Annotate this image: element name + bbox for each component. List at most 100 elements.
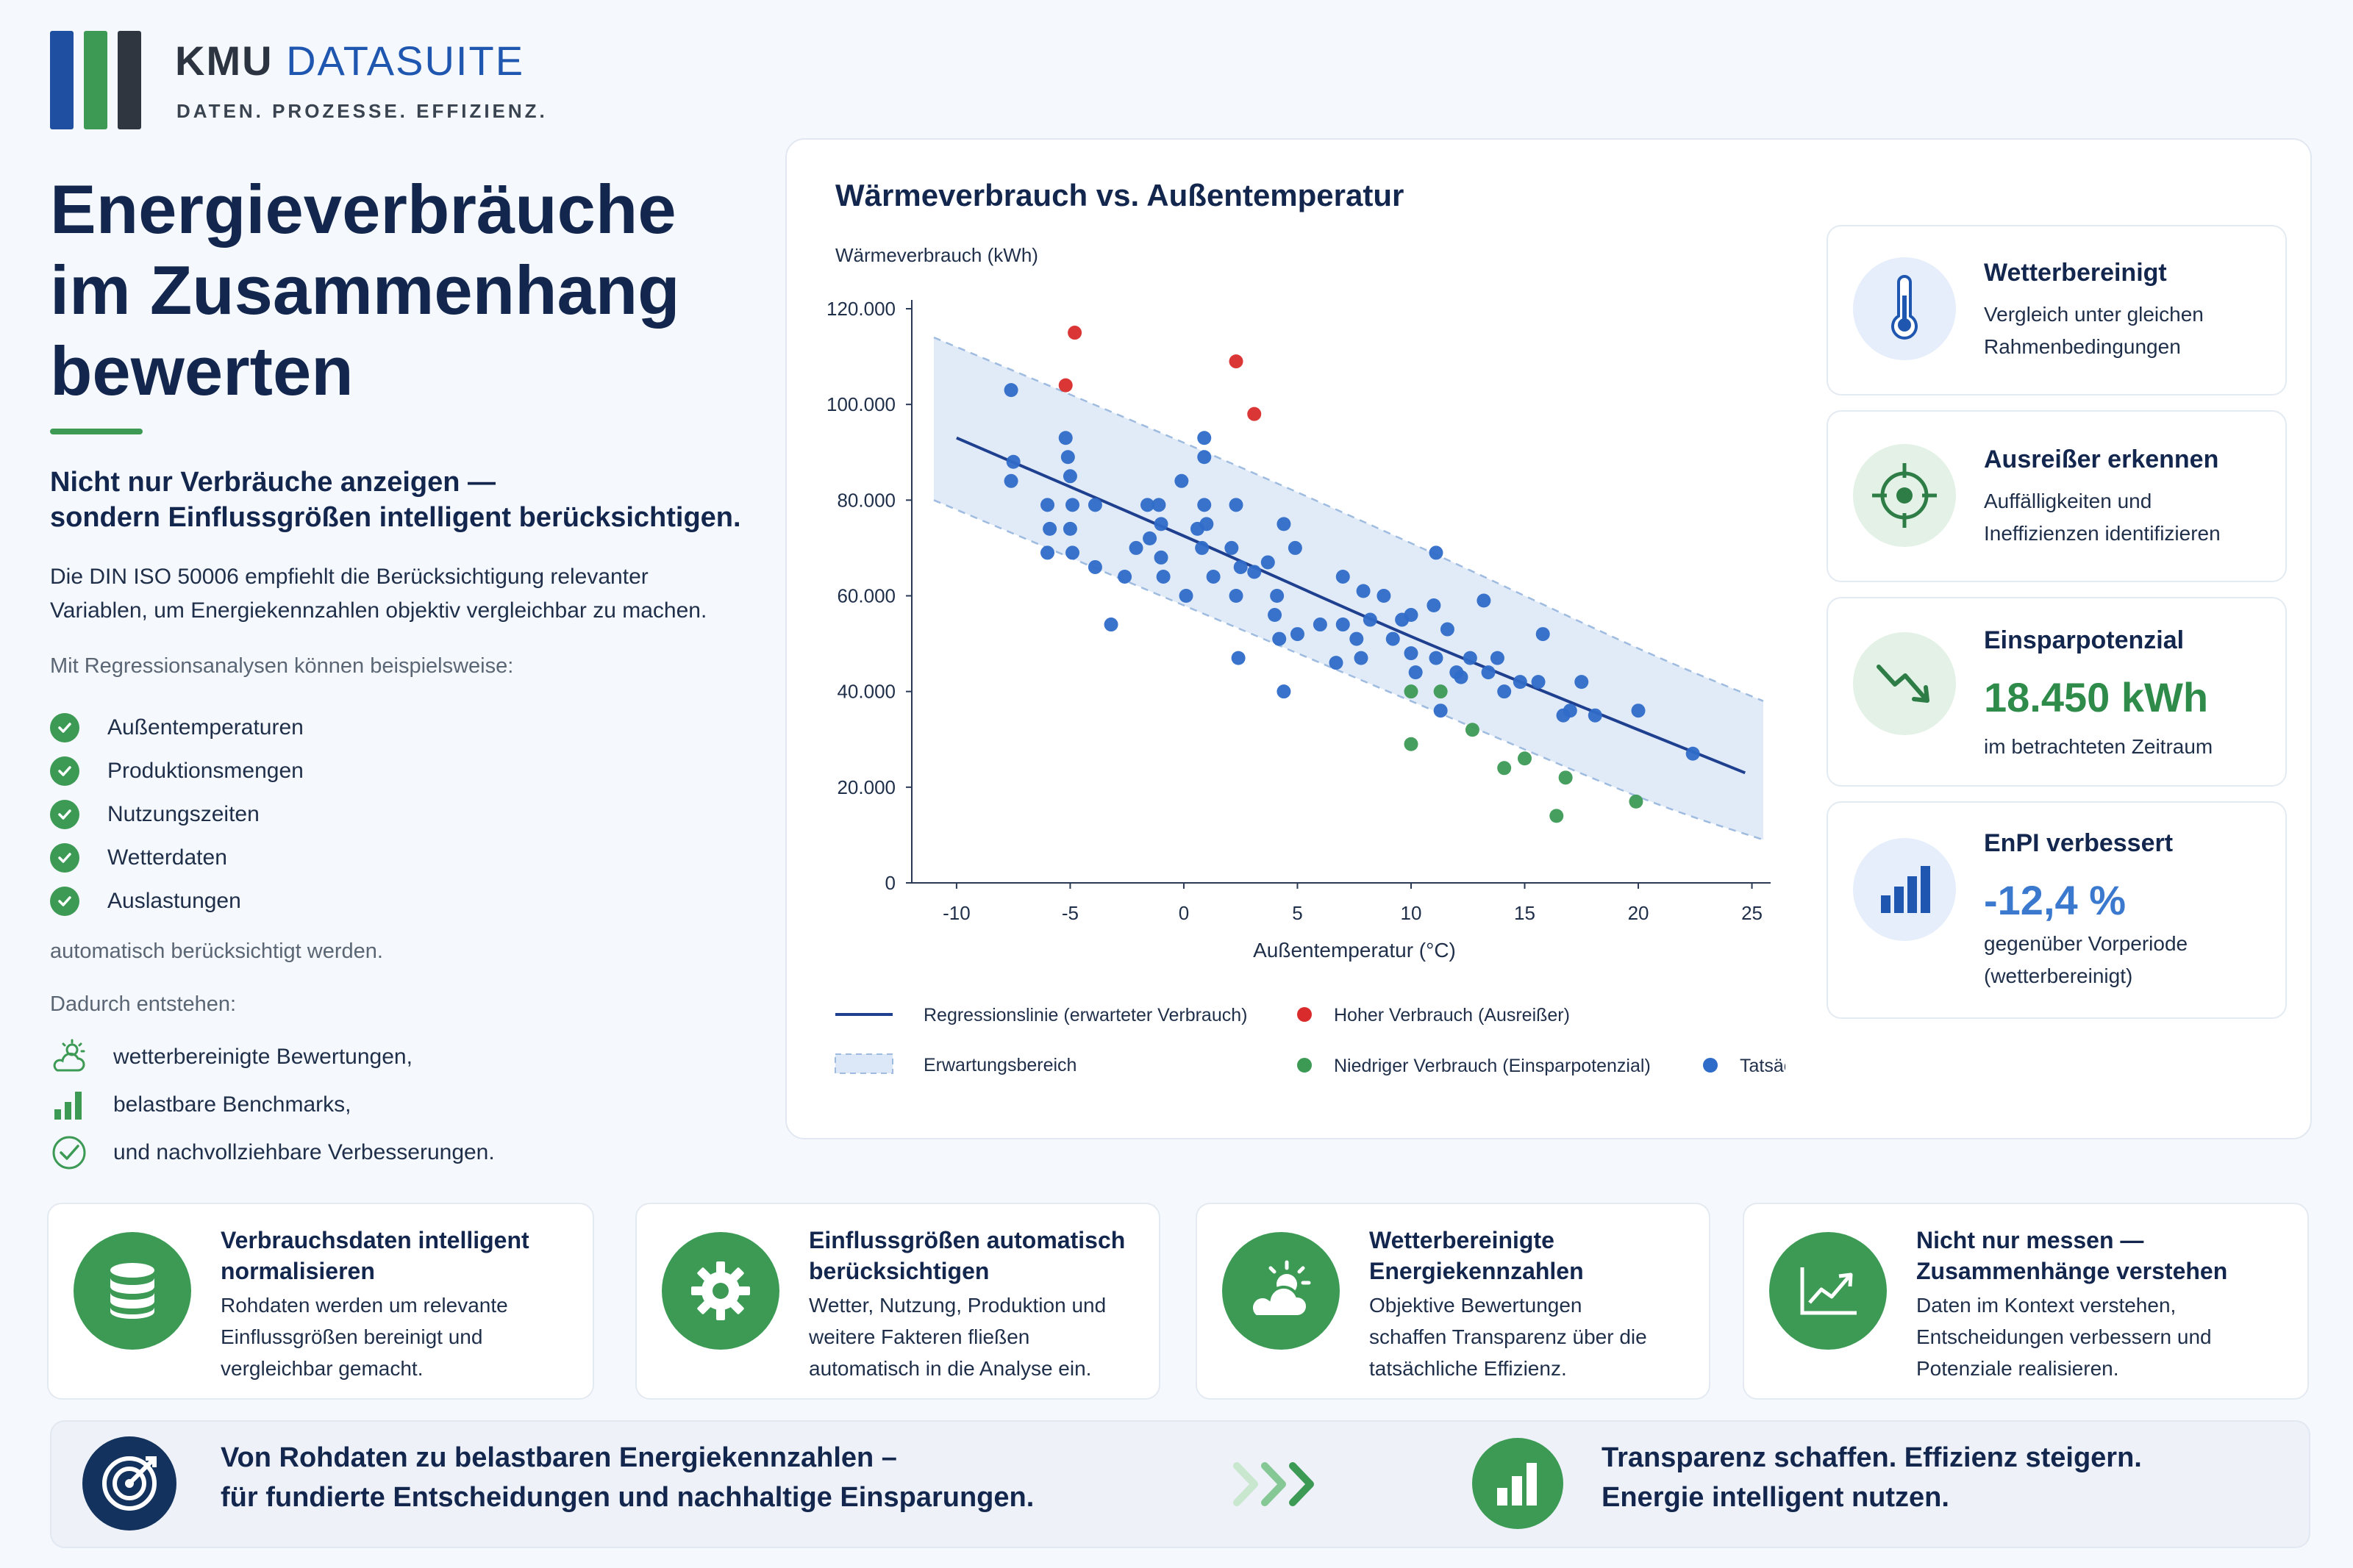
low-consumption-point [1518, 751, 1532, 766]
list-item: Nutzungszeiten [50, 792, 304, 836]
thermometer-icon [1853, 257, 1956, 360]
actual-point [1490, 651, 1504, 665]
savings-value: 18.450 kWh [1984, 674, 2209, 720]
chart-legend: Regressionslinie (erwarteter Verbrauch) … [835, 1005, 1785, 1076]
actual-point [1349, 631, 1364, 646]
actual-point [1335, 569, 1350, 584]
cloud-sun-icon [50, 1038, 88, 1076]
high-outlier-point [1247, 407, 1262, 421]
y-axis-label: Wärmeverbrauch (kWh) [835, 244, 1038, 266]
x-tick-label: 15 [1514, 902, 1535, 924]
actual-point [1118, 569, 1132, 584]
actual-point [1270, 589, 1285, 603]
chevrons-icon [1229, 1460, 1325, 1512]
actual-point [1531, 675, 1546, 690]
check-icon [50, 756, 79, 786]
actual-point [1199, 517, 1214, 531]
actual-point [1229, 589, 1243, 603]
x-tick-label: 0 [1179, 902, 1189, 924]
legend-low-swatch [1297, 1058, 1312, 1073]
actual-point [1004, 383, 1018, 398]
list-item: Außentemperaturen [50, 706, 304, 749]
actual-point [1277, 684, 1291, 699]
actual-point [1429, 651, 1443, 665]
feature-card-normalize: Verbrauchsdaten intelligent normalisiere… [47, 1203, 594, 1400]
actual-point [1631, 704, 1646, 718]
kpi-card-enpi: EnPI verbessert -12,4 % gegenüber Vorper… [1827, 801, 2287, 1019]
actual-point [1088, 559, 1102, 574]
y-tick-label: 80.000 [837, 489, 896, 511]
actual-point [1197, 498, 1212, 512]
actual-point [1063, 469, 1077, 484]
actual-point [1354, 651, 1368, 665]
auto-text: automatisch berücksichtigt werden. [50, 939, 383, 963]
check-icon [50, 842, 79, 873]
subtitle: Nicht nur Verbräuche anzeigen — sondern … [50, 467, 741, 533]
bar-chart-badge-icon [1472, 1438, 1563, 1529]
x-tick-label: 20 [1628, 902, 1649, 924]
actual-point [1404, 608, 1418, 623]
high-outlier-point [1068, 326, 1082, 340]
actual-point [1154, 517, 1168, 531]
low-consumption-point [1465, 723, 1479, 737]
actual-point [1404, 646, 1418, 661]
actual-point [1104, 617, 1118, 632]
x-tick-label: -5 [1062, 902, 1079, 924]
actual-point [1063, 521, 1077, 536]
target-icon [1853, 444, 1956, 547]
actual-point [1233, 559, 1248, 574]
regression-intro: Mit Regressionsanalysen können beispiels… [50, 654, 514, 678]
line-chart-icon [1769, 1232, 1887, 1350]
enpi-value: -12,4 % [1984, 877, 2126, 923]
actual-point [1195, 540, 1210, 555]
y-tick-label: 40.000 [837, 681, 896, 703]
trend-down-icon [1853, 632, 1956, 735]
check-icon [50, 799, 79, 829]
y-tick-label: 100.000 [826, 393, 896, 415]
actual-point [1151, 498, 1166, 512]
actual-point [1040, 545, 1055, 560]
brand-tagline: DATEN. PROZESSE. EFFIZIENZ. [176, 100, 548, 122]
feature-card-factors: Einflussgrößen automatisch berücksichtig… [635, 1203, 1160, 1400]
actual-point [1563, 704, 1577, 718]
logo-mark [50, 31, 143, 129]
actual-point [1154, 550, 1168, 565]
check-icon [50, 712, 79, 742]
low-consumption-point [1404, 737, 1418, 751]
actual-point [1229, 498, 1243, 512]
actual-point [1535, 627, 1550, 642]
actual-point [1685, 746, 1700, 761]
y-tick-label: 0 [885, 872, 896, 894]
legend-regression-label: Regressionslinie (erwarteter Verbrauch) [924, 1005, 1247, 1025]
actual-point [1197, 450, 1212, 465]
legend-band-swatch [835, 1053, 893, 1074]
banner-right-text: Transparenz schaffen. Effizienz steigern… [1602, 1442, 2142, 1513]
actual-point [1463, 651, 1477, 665]
low-consumption-point [1433, 684, 1448, 699]
actual-point [1588, 708, 1602, 723]
banner-left-text: Von Rohdaten zu belastbaren Energiekennz… [221, 1442, 1035, 1513]
actual-point [1497, 684, 1512, 699]
actual-point [1385, 631, 1400, 646]
list-item: belastbare Benchmarks, [50, 1081, 495, 1128]
actual-point [1043, 521, 1057, 536]
list-item: wetterbereinigte Bewertungen, [50, 1033, 495, 1081]
high-outlier-point [1229, 354, 1243, 369]
regression-line [956, 436, 1746, 775]
actual-point [1408, 665, 1423, 680]
actual-point [1433, 704, 1448, 718]
actual-point [1197, 431, 1212, 445]
database-icon [74, 1232, 191, 1350]
actual-point [1477, 593, 1491, 608]
gear-icon [662, 1232, 779, 1350]
actual-point [1454, 670, 1468, 684]
band-lower-edge [933, 499, 1764, 841]
y-tick-label: 20.000 [837, 776, 896, 798]
y-tick-label: 60.000 [837, 585, 896, 607]
feature-card-understand: Nicht nur messen — Zusammenhänge versteh… [1743, 1203, 2309, 1400]
check-circle-icon [50, 1134, 88, 1172]
x-tick-label: 25 [1741, 902, 1763, 924]
bar-chart-icon [1853, 838, 1956, 941]
legend-actual-swatch [1703, 1058, 1718, 1073]
actual-point [1088, 498, 1102, 512]
